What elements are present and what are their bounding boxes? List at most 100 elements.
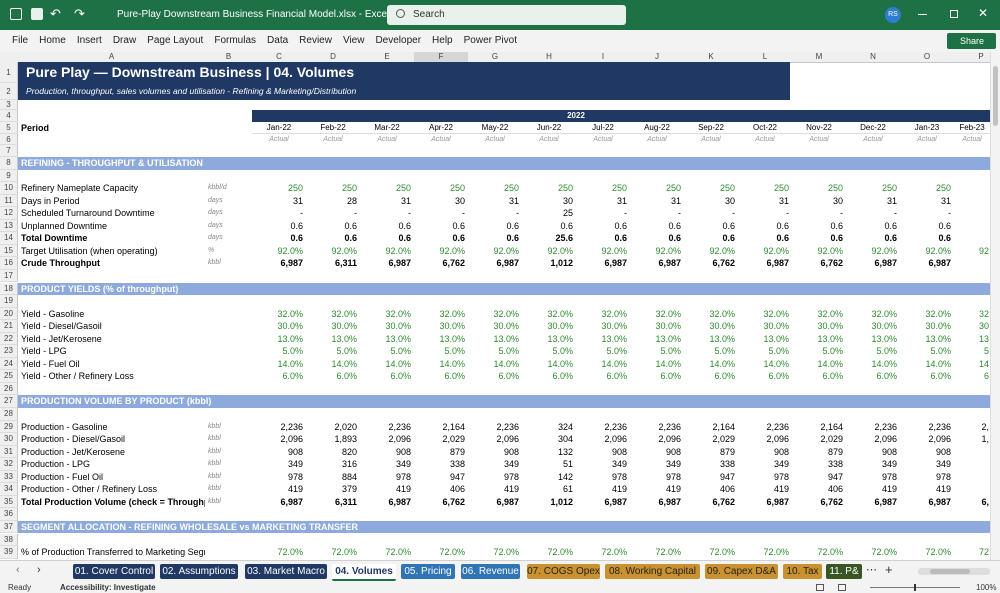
menu-item[interactable]: Help <box>432 35 453 46</box>
row-number[interactable]: 3 <box>0 100 18 110</box>
accessibility-status[interactable]: Accessibility: Investigate <box>60 583 156 592</box>
row-number[interactable]: 31 <box>0 445 18 459</box>
row-number[interactable]: 26 <box>0 382 18 396</box>
sheet-tab[interactable]: 08. Working Capital <box>605 564 700 579</box>
share-button[interactable]: Share <box>947 33 996 49</box>
add-sheet[interactable]: + <box>885 562 893 577</box>
normal-view[interactable] <box>816 584 824 591</box>
menu-item[interactable]: Insert <box>76 35 102 46</box>
row-number[interactable]: 32 <box>0 458 18 471</box>
sheet-tab[interactable]: 09. Capex D&A <box>705 564 778 579</box>
sheet-tab[interactable]: 11. P& <box>826 564 862 579</box>
row-number[interactable]: 12 <box>0 207 18 220</box>
scroll-thumb[interactable] <box>993 66 998 126</box>
sheet-tab[interactable]: 04. Volumes <box>332 564 396 581</box>
row-number[interactable]: 8 <box>0 157 18 170</box>
value-cell: 14.0% <box>277 358 303 369</box>
sheet-tab[interactable]: 02. Assumptions <box>160 564 238 579</box>
section-header: REFINING - THROUGHPUT & UTILISATION <box>18 157 990 170</box>
row-number[interactable]: 30 <box>0 433 18 446</box>
sheet-tab[interactable]: 06. Revenue <box>461 564 520 579</box>
menu-item[interactable]: Formulas <box>214 35 257 46</box>
menu-item[interactable]: Page Layout <box>147 35 204 46</box>
row-number[interactable]: 38 <box>0 533 18 547</box>
menu-item[interactable]: Home <box>39 35 66 46</box>
value-cell: 5.0% <box>660 346 681 357</box>
column-header[interactable]: P <box>954 52 990 63</box>
tab-next[interactable]: › <box>37 564 41 576</box>
value-cell: 908 <box>611 446 627 457</box>
row-number[interactable]: 25 <box>0 370 18 383</box>
menu-item[interactable]: Review <box>299 35 332 46</box>
value-cell: 2,096 <box>928 434 951 445</box>
sheet-tab[interactable]: 03. Market Macro <box>245 564 327 579</box>
close-button[interactable]: ✕ <box>978 6 989 20</box>
row-number[interactable]: 33 <box>0 470 18 484</box>
row-number[interactable]: 2 <box>0 83 18 100</box>
value-cell: - <box>354 208 357 219</box>
row-number[interactable]: 28 <box>0 408 18 421</box>
more-tabs[interactable]: ⋯ <box>866 564 877 576</box>
horizontal-scrollbar[interactable] <box>918 568 990 575</box>
sheet-tab[interactable]: 10. Tax <box>783 564 822 579</box>
row-number[interactable]: 35 <box>0 495 18 509</box>
row-number[interactable]: 37 <box>0 520 18 534</box>
tab-prev[interactable]: ‹ <box>16 564 20 576</box>
row-number[interactable]: 22 <box>0 332 18 346</box>
row-number[interactable]: 29 <box>0 420 18 434</box>
row-number[interactable]: 23 <box>0 345 18 358</box>
save-icon[interactable] <box>31 8 43 20</box>
row-number[interactable]: 19 <box>0 295 18 308</box>
menu-item[interactable]: Developer <box>375 35 422 46</box>
undo-icon[interactable]: ↶ <box>50 6 61 21</box>
row-number[interactable]: 11 <box>0 194 18 208</box>
value-cell: 5.0% <box>390 346 411 357</box>
row-number[interactable]: 9 <box>0 169 18 183</box>
row-label: Production - Gasoline <box>21 421 108 432</box>
row-number[interactable]: 5 <box>0 122 18 134</box>
row-number[interactable]: 34 <box>0 483 18 496</box>
row-number[interactable]: 4 <box>0 110 18 122</box>
sheet-tab[interactable]: 01. Cover Control <box>73 564 155 579</box>
row-number[interactable]: 20 <box>0 307 18 321</box>
zoom-thumb[interactable] <box>914 584 916 591</box>
row-number[interactable]: 13 <box>0 219 18 233</box>
autosave-icon[interactable] <box>10 8 22 20</box>
row-number[interactable]: 14 <box>0 232 18 245</box>
value-cell: 30.0% <box>385 321 411 332</box>
column-header[interactable]: M <box>792 52 847 63</box>
column-header[interactable]: O <box>900 52 955 63</box>
menu-item[interactable]: Power Pivot <box>463 35 517 46</box>
row-number[interactable]: 15 <box>0 244 18 258</box>
page-layout-view[interactable] <box>838 584 846 591</box>
user-avatar[interactable]: RS <box>885 7 901 23</box>
menu-item[interactable]: File <box>12 35 29 46</box>
maximize-button[interactable] <box>950 10 958 18</box>
value-cell: 28 <box>346 195 357 206</box>
value-cell: 32 <box>978 308 989 319</box>
row-number[interactable]: 16 <box>0 257 18 270</box>
row-number[interactable]: 6 <box>0 134 18 145</box>
menu-item[interactable]: Data <box>267 35 289 46</box>
row-number[interactable]: 7 <box>0 145 18 157</box>
row-number[interactable]: 17 <box>0 269 18 283</box>
redo-icon[interactable]: ↷ <box>74 6 85 21</box>
menu-item[interactable]: View <box>342 35 365 46</box>
sheet-tab[interactable]: 05. Pricing <box>401 564 455 579</box>
column-header[interactable]: N <box>846 52 901 63</box>
row-number[interactable]: 27 <box>0 395 18 408</box>
row-number[interactable]: 18 <box>0 282 18 296</box>
vertical-scrollbar[interactable] <box>990 52 1000 560</box>
h-scroll-thumb[interactable] <box>930 569 970 574</box>
row-number[interactable]: 24 <box>0 357 18 371</box>
row-number[interactable]: 21 <box>0 320 18 333</box>
sheet-tab[interactable]: 07. COGS Opex <box>527 564 600 579</box>
menu-item[interactable]: Draw <box>112 35 137 46</box>
zoom-level[interactable]: 100% <box>976 583 997 592</box>
search-box[interactable]: Search <box>387 5 626 25</box>
minimize-button[interactable] <box>918 14 927 15</box>
row-number[interactable]: 39 <box>0 546 18 559</box>
row-number[interactable]: 1 <box>0 62 18 83</box>
row-number[interactable]: 36 <box>0 508 18 521</box>
row-number[interactable]: 10 <box>0 182 18 195</box>
